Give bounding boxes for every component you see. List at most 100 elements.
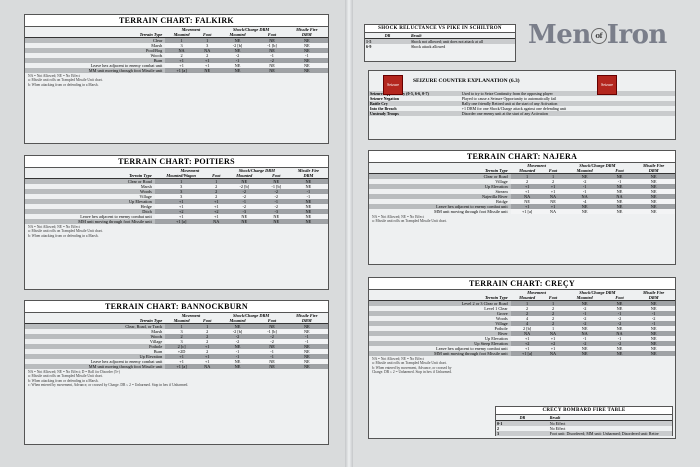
value-cell: NE	[285, 344, 328, 349]
table-row: Up Elevation +1 +1 -1 -1 NE	[369, 336, 675, 341]
terrain-type-cell: Woods	[495, 316, 508, 321]
value-cell: NE	[288, 214, 328, 219]
result-cell: Used to try to Seize Continuity from the…	[461, 91, 553, 96]
logo-of: of	[590, 28, 607, 44]
value-cell: -2 [b]	[216, 329, 259, 334]
value-cell: NE	[606, 300, 633, 306]
table-row: Leave hex adjacent to enemy combat unit +…	[25, 63, 328, 68]
value-cell: +2	[543, 341, 563, 346]
table-row: Hedge +1 +1 -2 -2 NE	[25, 204, 328, 209]
result-cell: Disorder one enemy unit at the start of …	[461, 111, 548, 116]
value-cell: NE	[288, 219, 328, 224]
terrain-type-cell: Clear	[25, 37, 166, 43]
value-cell: NE	[606, 346, 633, 351]
terrain-type-cell: Level 2 or 3 Clear or Road	[369, 300, 511, 306]
value-cell: 2 [c]	[165, 344, 198, 349]
terrain-type-cell: Clear or Road	[25, 178, 155, 184]
value-cell: 2	[510, 306, 544, 311]
value-cell: NE	[632, 346, 675, 351]
value-cell: +1	[165, 63, 198, 68]
header-movement: Movement	[527, 163, 546, 168]
value-cell: NE	[224, 178, 264, 184]
header-shock: Shock/Charge DRM	[233, 27, 270, 32]
header-shock: Shock/Charge DRM	[238, 168, 275, 173]
value-cell: +1	[543, 346, 563, 351]
terrain-type-cell: Leave hex adjacent to enemy combat unit	[90, 63, 163, 68]
value-cell: NA	[543, 209, 563, 214]
crecy-bombard-fire-table: CRECY BOMBARD FIRE TABLE DR Result 0-1 No …	[495, 406, 673, 436]
value-cell: NE	[288, 184, 328, 189]
value-cell: 3	[165, 329, 198, 334]
value-cell: NE	[285, 48, 328, 53]
terrain-type-cell: Up Elevation	[25, 354, 166, 359]
table-row: Leave hex adjacent to enemy combat unit +…	[25, 359, 328, 364]
value-cell: NE	[632, 336, 675, 341]
value-cell: NE	[606, 189, 633, 194]
chart-title: TERRAIN CHART: FALKIRK	[25, 15, 328, 27]
table-row: Pool/Bog NA NA NE NE NE	[25, 48, 328, 53]
header-shock-mounted: Mounted	[216, 32, 259, 38]
binding-spine	[345, 0, 353, 467]
value-cell: 2	[207, 194, 225, 199]
value-cell: 2	[510, 179, 544, 184]
value-cell: NA	[606, 331, 633, 336]
value-cell: 4	[510, 321, 544, 326]
table-body: Clear, Road, or Track 1 1 NE NE NE Marsh 3 2 -2 […	[25, 323, 328, 369]
table-row: Woods 2 2 -2 -1 -1	[25, 53, 328, 58]
value-cell: +1 [a]	[165, 68, 198, 73]
value-cell: -1	[562, 311, 607, 316]
value-cell: NA	[510, 194, 544, 199]
note-line: c: When entered by movement, Advance, or…	[28, 383, 189, 388]
header-shock: Shock/Charge DRM	[579, 290, 616, 295]
value-cell: NE	[285, 63, 328, 68]
value-cell: +1	[510, 346, 544, 351]
table-row: Battle Cry Rally one friendly Retired uni…	[369, 101, 675, 106]
table-body: 1-5 Shock not allowed; unit does not atta…	[365, 38, 515, 49]
table-row: 2 No Effect	[496, 426, 672, 431]
logo-men: Men	[528, 20, 591, 50]
value-cell: +1	[207, 204, 225, 209]
value-cell: -2	[258, 339, 286, 344]
table-body: 0-1 No Effect 2 No Effect 3 Foot unit: Disord…	[496, 420, 672, 436]
value-cell: +1	[154, 204, 208, 209]
value-cell: -1	[606, 179, 633, 184]
terrain-type-cell: Ditch	[25, 209, 155, 214]
terrain-type-cell: Village	[149, 339, 163, 344]
value-cell: -2	[258, 334, 286, 339]
value-cell: NA	[606, 194, 633, 199]
terrain-type-cell: Village	[495, 179, 508, 184]
value-cell: 1	[543, 173, 563, 179]
table-row: MM unit moving through foot Missile unit…	[369, 209, 675, 214]
value-cell: +1	[543, 204, 563, 209]
chart-notes: NA = Not Allowed; NE = No Effect; D = Ro…	[25, 369, 328, 389]
note-line: NA = Not Allowed; NE = No Effect	[28, 74, 80, 78]
table-body: Level 2 or 3 Clear or Road 1 1 NE NE NE Level …	[369, 300, 675, 356]
terrain-type-cell: Up Elevation	[25, 199, 155, 204]
value-cell: 1	[207, 178, 225, 184]
header-dr: DR	[496, 415, 549, 421]
value-cell: NE	[216, 37, 259, 43]
note-line: NA = Not Allowed; NE = No Effect	[372, 357, 424, 361]
header-shock-mounted: Mounted	[562, 295, 607, 301]
value-cell: -2	[216, 334, 259, 339]
value-cell: 1	[510, 173, 544, 179]
value-cell: NE	[606, 306, 633, 311]
seizure-table: Seizure Opportunity (0-5, 6-6, 0-7)Used …	[369, 91, 675, 116]
value-cell: NA	[510, 331, 544, 336]
table-row: Burn +2D 2 -1 -1 NE	[25, 349, 328, 354]
value-cell: -2	[562, 341, 607, 346]
table-row: Village 3 2 -2 -2 -1	[25, 339, 328, 344]
value-cell: -3	[263, 209, 289, 214]
terrain-type-cell: Grove	[369, 311, 511, 316]
value-cell: NE	[562, 209, 607, 214]
terrain-type-cell: River	[369, 331, 511, 336]
key-cell: 1-5	[366, 39, 372, 44]
value-cell: NE	[632, 341, 675, 346]
table-row: 0-1 No Effect	[496, 420, 672, 426]
value-cell: -2	[216, 339, 259, 344]
value-cell: NE	[224, 219, 264, 224]
value-cell: 2 [b]	[510, 326, 544, 331]
table-row: Village 2 2 -2 -1 NE	[369, 179, 675, 184]
value-cell: +2	[207, 209, 225, 214]
note-line: NA = Not Allowed; NE = No Effect	[372, 215, 424, 219]
